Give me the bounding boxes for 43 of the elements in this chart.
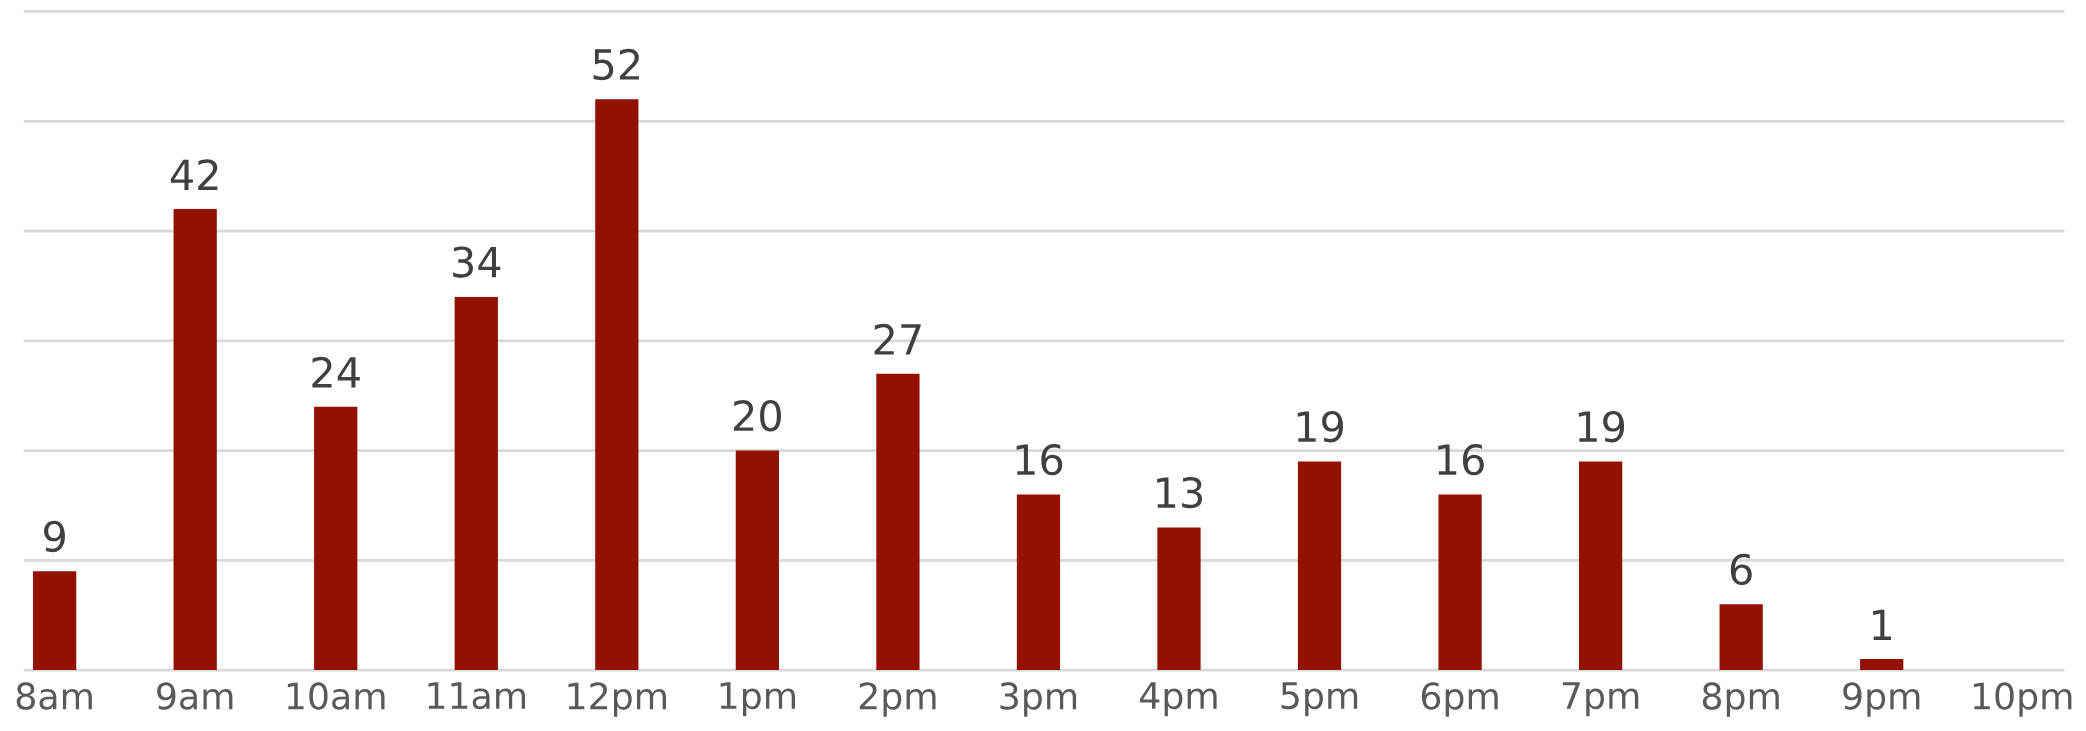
data-label: 13: [1157, 476, 1203, 509]
x-tick-label: 8am: [16, 682, 92, 710]
x-tick-label: 12pm: [568, 682, 666, 717]
bar: [595, 99, 639, 671]
data-label: 34: [453, 246, 501, 278]
data-label: 6: [1730, 553, 1752, 586]
data-label: 20: [734, 400, 781, 432]
x-tick-label: 4pm: [1140, 682, 1217, 717]
data-label: 9: [44, 520, 65, 553]
x-tick-label: 9pm: [1843, 682, 1920, 717]
data-label: 16: [1438, 443, 1484, 476]
data-label: 1: [1873, 609, 1892, 640]
data-label: 16: [1016, 443, 1063, 476]
bar: [1578, 461, 1623, 671]
bar: [1157, 527, 1201, 671]
bar: [33, 571, 77, 671]
bar: [1860, 659, 1904, 671]
data-label: 19: [1297, 411, 1343, 443]
x-tick-label: 1pm: [720, 682, 795, 717]
x-tick-label: 7pm: [1562, 682, 1639, 717]
x-tick-label: 3pm: [1000, 682, 1077, 717]
x-tick-label: 10am: [287, 682, 385, 710]
data-label: 27: [874, 323, 921, 355]
data-label: 24: [312, 356, 360, 388]
data-label: 42: [170, 159, 218, 190]
bar: [735, 450, 779, 671]
bar: [876, 373, 920, 671]
data-label: 19: [1578, 411, 1625, 443]
x-tick-label: 11am: [428, 682, 526, 710]
x-tick-label: 2pm: [859, 682, 936, 717]
bar: [1438, 494, 1482, 671]
data-label: 52: [593, 48, 640, 81]
x-tick-label: 10pm: [1973, 682, 2072, 717]
bar: [1016, 494, 1061, 671]
bar: [173, 209, 217, 671]
bar: [1719, 604, 1763, 671]
x-tick-label: 5pm: [1281, 682, 1358, 717]
bar: [454, 296, 498, 671]
x-tick-label: 9am: [157, 682, 233, 710]
x-tick-label: 8pm: [1702, 682, 1779, 717]
bar: [1297, 461, 1342, 671]
x-tick-label: 6pm: [1421, 682, 1498, 717]
bar: [314, 406, 358, 671]
